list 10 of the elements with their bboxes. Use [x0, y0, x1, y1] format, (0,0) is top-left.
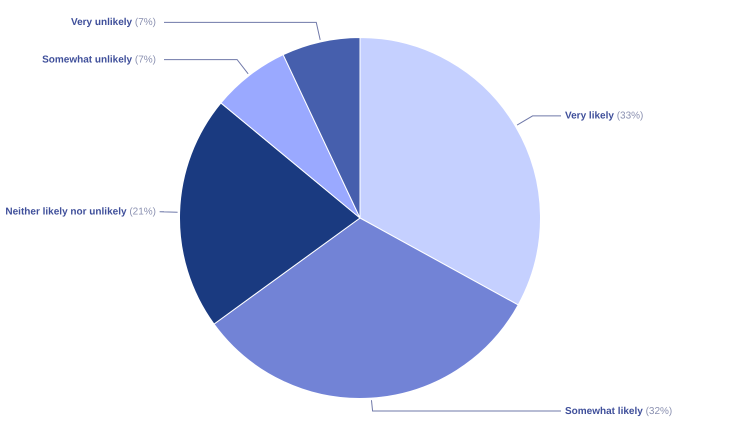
data-label: (21%) — [129, 206, 156, 218]
slice-label: Very likely — [565, 110, 614, 122]
data-label: (7%) — [134, 54, 156, 66]
data-label: (33%) — [616, 110, 644, 122]
data-label: (7%) — [134, 17, 156, 28]
slice-label: Somewhat unlikely — [42, 54, 133, 66]
slice-label: Neither likely nor unlikely — [5, 206, 127, 218]
data-label: (32%) — [646, 406, 672, 417]
slice-label: Very unlikely — [70, 17, 133, 28]
slice-label: Somewhat likely — [565, 406, 644, 417]
